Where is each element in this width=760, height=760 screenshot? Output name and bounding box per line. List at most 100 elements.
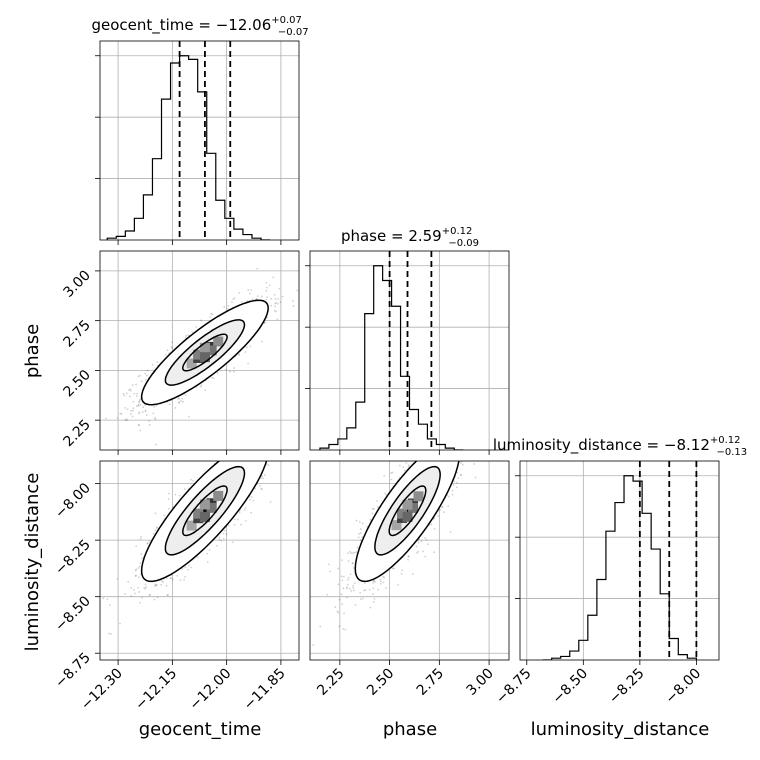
tick-label-y-phase: 2.25 [60, 417, 93, 450]
sample-point [346, 596, 348, 599]
sample-point [129, 395, 131, 398]
sample-point [373, 579, 376, 582]
sample-point [433, 551, 436, 554]
sample-point [422, 550, 424, 553]
title-phase-label: phase [341, 227, 386, 245]
sample-point [276, 443, 278, 445]
sample-point [346, 586, 349, 589]
density-cell [186, 520, 197, 531]
sample-point [266, 286, 268, 289]
sample-point [187, 564, 190, 567]
sample-point [450, 434, 452, 436]
sample-point [283, 430, 285, 432]
sample-point [355, 551, 358, 554]
sample-point [211, 376, 213, 379]
sample-point [167, 498, 170, 500]
density-cell [199, 512, 210, 523]
sample-point [371, 512, 374, 515]
sample-point [230, 447, 232, 449]
sample-point [168, 403, 171, 406]
panel-frame [309, 460, 510, 661]
panel-content [105, 267, 299, 446]
sample-point [267, 445, 269, 447]
sample-point [372, 587, 375, 590]
sample-point [361, 597, 364, 600]
sample-point [259, 441, 261, 443]
sample-point [459, 425, 461, 427]
sample-point [119, 412, 122, 415]
sample-point [231, 455, 233, 457]
sample-point [341, 603, 344, 606]
sample-point [398, 464, 401, 467]
sample-point [231, 452, 233, 454]
sample-point [432, 455, 434, 457]
sample-point [352, 586, 354, 589]
sample-point [292, 305, 295, 307]
sample-point [434, 448, 436, 450]
sample-point [171, 346, 174, 349]
sample-point [276, 435, 278, 437]
sample-point [430, 523, 433, 526]
sample-point [319, 625, 322, 628]
tick-label-y-luminosity-distance: −8.00 [52, 480, 94, 522]
sample-point [154, 512, 157, 515]
sample-point [185, 334, 188, 337]
sample-point [135, 395, 138, 398]
sample-point [247, 289, 250, 291]
sample-point [260, 487, 263, 490]
sample-point [170, 577, 172, 580]
histogram-luminosity-distance [542, 475, 697, 660]
sample-point [441, 506, 444, 509]
sample-point [232, 455, 234, 457]
sample-point [243, 508, 246, 511]
sample-point [256, 267, 259, 270]
sample-point [144, 588, 147, 590]
sample-point [184, 394, 187, 397]
title-phase-minus: −0.09 [448, 238, 479, 249]
sample-point [227, 524, 230, 527]
sample-point [291, 300, 294, 302]
sample-point [178, 401, 180, 404]
sample-point [138, 411, 141, 414]
sample-point [358, 521, 361, 523]
sample-point [137, 404, 140, 407]
sample-point [132, 400, 135, 403]
sample-point [281, 295, 284, 298]
sample-point [139, 537, 142, 540]
sample-point [446, 451, 448, 453]
sample-point [270, 438, 272, 440]
sample-point [137, 567, 140, 570]
sample-point [445, 439, 447, 441]
sample-point [347, 560, 350, 562]
sample-point [116, 416, 119, 419]
density-cell [413, 491, 424, 502]
sample-point [233, 523, 236, 526]
sample-point [246, 300, 249, 302]
sample-point [125, 392, 128, 395]
sample-point [274, 424, 276, 426]
sample-point [129, 388, 132, 391]
sample-point [445, 458, 447, 460]
sample-point [151, 363, 154, 366]
sample-point [137, 424, 140, 427]
sample-point [359, 598, 362, 601]
sample-point [238, 353, 241, 356]
density-cell [199, 505, 210, 516]
sample-point [135, 545, 138, 548]
sample-point [187, 334, 190, 337]
sample-point [447, 451, 449, 453]
sample-point [270, 297, 273, 300]
sample-point [178, 494, 181, 497]
sample-point [276, 302, 279, 305]
sample-point [438, 457, 440, 459]
sample-point [237, 441, 239, 443]
sample-point [340, 575, 343, 578]
tick-label-x-luminosity-distance: −8.25 [606, 666, 648, 708]
sample-point [401, 569, 404, 572]
sample-point [433, 528, 436, 530]
tick-label-x-luminosity-distance: −8.75 [493, 666, 535, 708]
sample-point [432, 445, 434, 447]
sample-point [144, 410, 147, 413]
sample-point [251, 458, 253, 460]
sample-point [144, 583, 147, 586]
